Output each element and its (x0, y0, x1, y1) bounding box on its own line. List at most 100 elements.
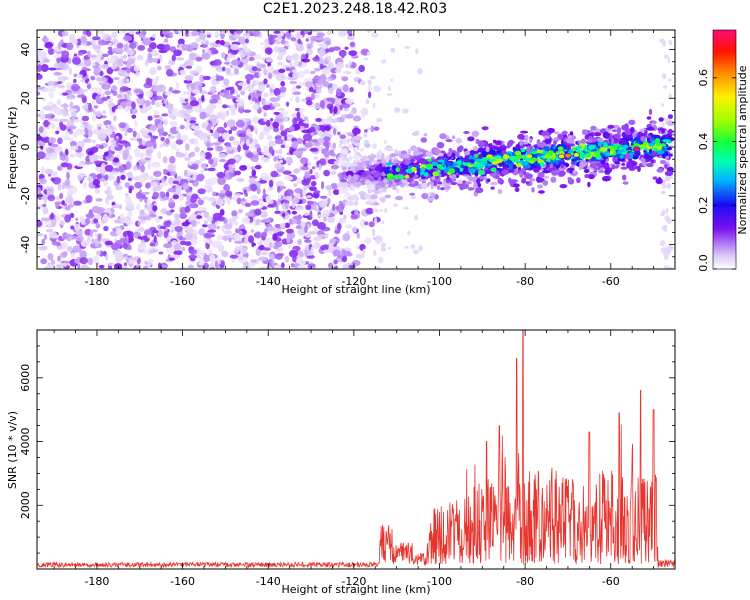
spectrogram-noise-point (120, 174, 126, 181)
spectrogram-noise-point (147, 105, 152, 111)
spectrogram-noise-point (153, 186, 162, 191)
spectrogram-noise-point (200, 152, 206, 159)
spectrogram-signal-point (352, 193, 358, 198)
spectrogram-noise-point (201, 52, 211, 60)
spectrogram-noise-point (264, 47, 273, 55)
spectrogram-noise-point (86, 30, 90, 35)
spectrogram-noise-point (121, 218, 126, 224)
spectrogram-signal-point (457, 179, 463, 184)
spectrogram-noise-point (269, 253, 275, 260)
spectrogram-noise-point (196, 176, 205, 180)
spectrogram-signal-point (617, 127, 622, 134)
spectrogram-noise-point (379, 209, 383, 212)
spectrogram-noise-point (94, 188, 101, 194)
spectrogram-noise-point (83, 89, 89, 92)
spectrogram-signal-point (621, 163, 626, 166)
spectrogram-noise-point (145, 140, 154, 148)
spectrogram-noise-point (82, 121, 89, 126)
spectrogram-signal-peak (552, 152, 556, 158)
spectrogram-noise-point (313, 142, 322, 146)
spectrogram-signal-point (660, 128, 666, 134)
spectrogram-signal-point (610, 137, 615, 145)
spectrogram-noise-point (172, 164, 176, 172)
spectrogram-signal-point (359, 179, 367, 185)
spectrogram-noise-point (261, 231, 268, 238)
spectrogram-noise-point (300, 166, 309, 171)
spectrogram-noise-point (55, 130, 60, 135)
spectrogram-noise-point (335, 88, 342, 97)
spectrogram-noise-point (290, 263, 295, 268)
spectrogram-noise-point (92, 128, 101, 135)
spectrogram-noise-point (227, 158, 236, 165)
spectrogram-signal-point (593, 132, 602, 137)
spectrogram-noise-point (149, 176, 154, 181)
spectrogram-noise-point (159, 191, 165, 197)
spectrogram-noise-point (328, 242, 335, 246)
spectrogram-signal-point (536, 184, 544, 189)
spectrogram-noise-point (300, 30, 304, 36)
spectrogram-noise-point (39, 178, 47, 185)
spectrogram-noise-point (339, 134, 347, 139)
spectrogram-noise-point (53, 72, 62, 76)
spectrogram-signal-point (490, 181, 498, 186)
spectrogram-noise-point (165, 191, 170, 198)
spectrogram-signal-point (430, 192, 436, 198)
spectrogram-signal-point (385, 147, 394, 152)
spectrogram-signal-point (536, 139, 541, 146)
spectrogram-noise-point (123, 262, 128, 267)
spectrogram-points (37, 30, 675, 269)
spectrogram-signal-point (445, 139, 453, 143)
spectrogram-noise-point (260, 219, 267, 223)
spectrogram-noise-point (128, 30, 136, 35)
spectrogram-noise-point (361, 111, 366, 118)
spectrogram-noise-point (139, 216, 148, 221)
spectrogram-x-ticks: -180 -160 -140 -120 -100 -80 -60 (53, 30, 676, 288)
spectrogram-noise-point (113, 115, 117, 122)
spectrogram-noise-point (228, 129, 233, 135)
spectrogram-noise-point (69, 140, 77, 147)
spectrogram-noise-point (662, 73, 667, 80)
spectrogram-noise-point (42, 206, 49, 215)
spectrogram-signal-point (646, 116, 652, 120)
spectrogram-noise-point (325, 185, 333, 191)
spectrogram-noise-point (280, 92, 286, 98)
spectrogram-noise-point (668, 39, 673, 46)
spectrogram-noise-point (370, 125, 375, 133)
spectrogram-signal-point (434, 148, 441, 155)
spectrogram-noise-point (163, 243, 173, 249)
spectrogram-noise-point (310, 181, 317, 187)
spectrogram-signal-point (353, 181, 362, 188)
spectrogram-noise-point (124, 130, 128, 137)
spectrogram-noise-point (244, 236, 249, 245)
spectrogram-noise-point (115, 48, 125, 54)
spectrogram-noise-point (407, 230, 411, 236)
spectrogram-noise-point (243, 86, 251, 91)
spectrogram-signal-point (374, 166, 381, 172)
spectrogram-noise-point (224, 61, 230, 65)
spectrogram-noise-point (268, 179, 274, 188)
spectrogram-signal-point (400, 183, 405, 188)
spectrogram-noise-point (302, 133, 313, 142)
spectrogram-signal-point (451, 152, 456, 158)
spectrogram-noise-point (149, 210, 156, 214)
spectrogram-noise-point (297, 238, 302, 245)
spectrogram-y-ticks: -40 -20 0 20 40 (19, 36, 675, 270)
spectrogram-signal-point (519, 140, 523, 146)
spectrogram-noise-point (184, 59, 194, 67)
spectrogram-noise-point (194, 160, 202, 165)
spectrogram-noise-point (325, 31, 336, 35)
spectrogram-signal-point (346, 138, 351, 144)
spectrogram-noise-point (313, 156, 319, 160)
spectrogram-signal-point (667, 114, 674, 119)
spectrogram-noise-point (209, 254, 216, 261)
spectrogram-noise-point (163, 168, 168, 175)
spectrogram-noise-point (263, 112, 267, 117)
spectrogram-noise-point (133, 65, 140, 72)
spectrogram-noise-point (288, 242, 292, 249)
spectrogram-noise-point (661, 103, 665, 107)
spectrogram-signal-peak (530, 151, 538, 155)
spectrogram-noise-point (276, 55, 284, 60)
spectrogram-noise-point (289, 97, 294, 102)
spectrogram-noise-point (243, 32, 251, 36)
